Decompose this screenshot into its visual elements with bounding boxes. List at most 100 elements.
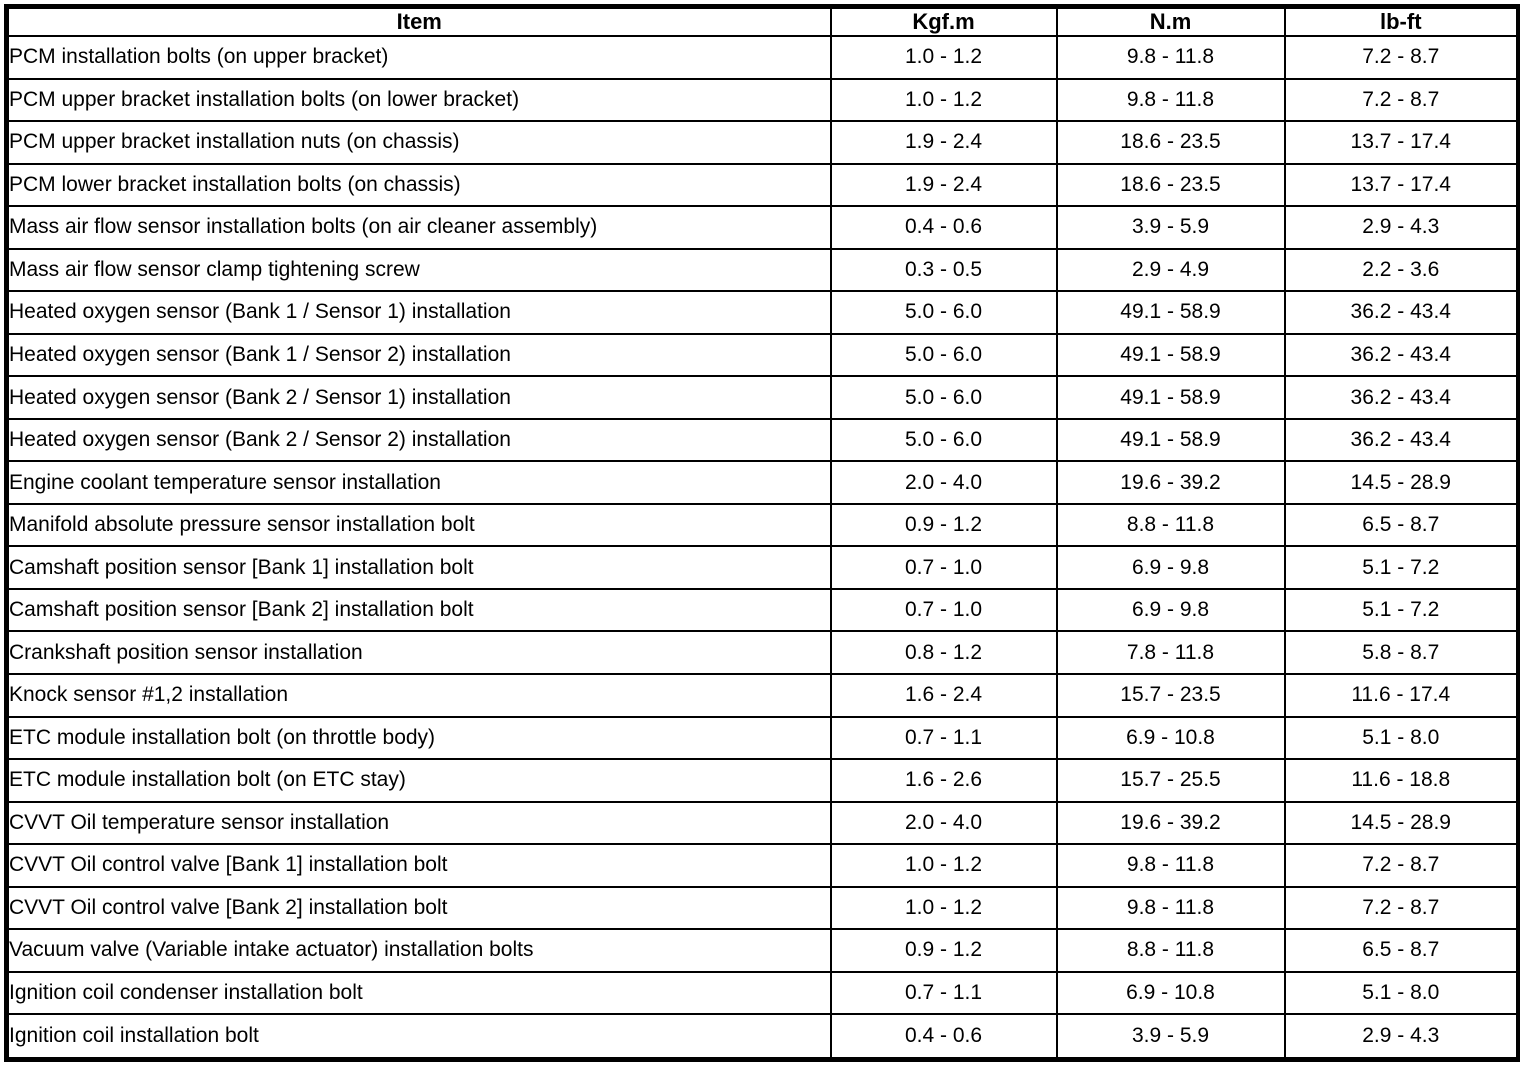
lbft-value-cell: 6.5 - 8.7 bbox=[1283, 502, 1520, 548]
lbft-value-cell: 2.2 - 3.6 bbox=[1283, 247, 1520, 293]
nm-value-cell: 7.8 - 11.8 bbox=[1055, 630, 1286, 675]
lbft-value-cell: 36.2 - 43.4 bbox=[1283, 290, 1520, 335]
lbft-value-cell: 5.1 - 7.2 bbox=[1283, 587, 1520, 633]
lbft-value-cell: 2.9 - 4.3 bbox=[1283, 205, 1520, 250]
kgfm-value-cell: 1.0 - 1.2 bbox=[829, 843, 1058, 888]
nm-value-cell: 9.8 - 11.8 bbox=[1055, 77, 1286, 123]
nm-value-cell: 6.9 - 10.8 bbox=[1055, 970, 1286, 1016]
nm-value-cell: 2.9 - 4.9 bbox=[1055, 247, 1286, 293]
kgfm-value-cell: 2.0 - 4.0 bbox=[829, 460, 1058, 505]
item-cell: Mass air flow sensor installation bolts … bbox=[5, 205, 832, 250]
table-row: PCM installation bolts (on upper bracket… bbox=[5, 35, 1520, 80]
nm-value-cell: 15.7 - 25.5 bbox=[1055, 758, 1286, 803]
kgfm-value-cell: 1.6 - 2.4 bbox=[829, 672, 1058, 718]
table-row: ETC module installation bolt (on ETC sta… bbox=[5, 758, 1520, 803]
kgfm-value-cell: 5.0 - 6.0 bbox=[829, 332, 1058, 378]
nm-value-cell: 49.1 - 58.9 bbox=[1055, 375, 1286, 420]
lbft-value-cell: 13.7 - 17.4 bbox=[1283, 162, 1520, 208]
nm-value-cell: 49.1 - 58.9 bbox=[1055, 417, 1286, 463]
lbft-value-cell: 5.1 - 7.2 bbox=[1283, 545, 1520, 590]
nm-value-cell: 15.7 - 23.5 bbox=[1055, 672, 1286, 718]
lbft-value-cell: 5.8 - 8.7 bbox=[1283, 630, 1520, 675]
item-cell: ETC module installation bolt (on throttl… bbox=[5, 715, 832, 761]
kgfm-value-cell: 0.4 - 0.6 bbox=[829, 205, 1058, 250]
kgfm-value-cell: 1.0 - 1.2 bbox=[829, 35, 1058, 80]
lbft-value-cell: 11.6 - 17.4 bbox=[1283, 672, 1520, 718]
nm-value-cell: 6.9 - 9.8 bbox=[1055, 587, 1286, 633]
table-row: PCM lower bracket installation bolts (on… bbox=[5, 162, 1520, 208]
kgfm-value-cell: 1.9 - 2.4 bbox=[829, 162, 1058, 208]
kgfm-value-cell: 5.0 - 6.0 bbox=[829, 290, 1058, 335]
kgfm-value-cell: 5.0 - 6.0 bbox=[829, 375, 1058, 420]
item-cell: CVVT Oil temperature sensor installation bbox=[5, 800, 832, 846]
nm-value-cell: 3.9 - 5.9 bbox=[1055, 205, 1286, 250]
lbft-value-cell: 7.2 - 8.7 bbox=[1283, 843, 1520, 888]
table-row: Crankshaft position sensor installation 0… bbox=[5, 630, 1520, 675]
lbft-value-cell: 7.2 - 8.7 bbox=[1283, 885, 1520, 931]
kgfm-value-cell: 1.9 - 2.4 bbox=[829, 120, 1058, 165]
item-cell: Ignition coil condenser installation bol… bbox=[5, 970, 832, 1016]
column-header-lbft: lb-ft bbox=[1283, 5, 1520, 37]
lbft-value-cell: 11.6 - 18.8 bbox=[1283, 758, 1520, 803]
kgfm-value-cell: 0.9 - 1.2 bbox=[829, 928, 1058, 973]
nm-value-cell: 9.8 - 11.8 bbox=[1055, 35, 1286, 80]
nm-value-cell: 6.9 - 9.8 bbox=[1055, 545, 1286, 590]
item-cell: Mass air flow sensor clamp tightening sc… bbox=[5, 247, 832, 293]
kgfm-value-cell: 0.7 - 1.1 bbox=[829, 715, 1058, 761]
table-row: Heated oxygen sensor (Bank 2 / Sensor 2)… bbox=[5, 417, 1520, 463]
item-cell: Manifold absolute pressure sensor instal… bbox=[5, 502, 832, 548]
table-row: Engine coolant temperature sensor instal… bbox=[5, 460, 1520, 505]
table-row: Heated oxygen sensor (Bank 2 / Sensor 1)… bbox=[5, 375, 1520, 420]
item-cell: Heated oxygen sensor (Bank 2 / Sensor 1)… bbox=[5, 375, 832, 420]
nm-value-cell: 3.9 - 5.9 bbox=[1055, 1013, 1286, 1061]
item-cell: PCM upper bracket installation bolts (on… bbox=[5, 77, 832, 123]
table-row: Ignition coil installation bolt 0.4 - 0.6… bbox=[5, 1013, 1520, 1061]
lbft-value-cell: 2.9 - 4.3 bbox=[1283, 1013, 1520, 1061]
nm-value-cell: 49.1 - 58.9 bbox=[1055, 332, 1286, 378]
item-cell: Heated oxygen sensor (Bank 1 / Sensor 1)… bbox=[5, 290, 832, 335]
kgfm-value-cell: 0.4 - 0.6 bbox=[829, 1013, 1058, 1061]
header-row: Item Kgf.m N.m lb-ft bbox=[5, 5, 1520, 37]
table-row: Camshaft position sensor [Bank 2] instal… bbox=[5, 587, 1520, 633]
table-row: PCM upper bracket installation nuts (on … bbox=[5, 120, 1520, 165]
nm-value-cell: 19.6 - 39.2 bbox=[1055, 460, 1286, 505]
table-row: Heated oxygen sensor (Bank 1 / Sensor 1)… bbox=[5, 290, 1520, 335]
item-cell: PCM installation bolts (on upper bracket… bbox=[5, 35, 832, 80]
item-cell: Heated oxygen sensor (Bank 1 / Sensor 2)… bbox=[5, 332, 832, 378]
nm-value-cell: 8.8 - 11.8 bbox=[1055, 502, 1286, 548]
item-cell: Camshaft position sensor [Bank 2] instal… bbox=[5, 587, 832, 633]
item-cell: PCM lower bracket installation bolts (on… bbox=[5, 162, 832, 208]
table-row: Camshaft position sensor [Bank 1] instal… bbox=[5, 545, 1520, 590]
item-cell: CVVT Oil control valve [Bank 1] installa… bbox=[5, 843, 832, 888]
nm-value-cell: 6.9 - 10.8 bbox=[1055, 715, 1286, 761]
item-cell: CVVT Oil control valve [Bank 2] installa… bbox=[5, 885, 832, 931]
item-cell: ETC module installation bolt (on ETC sta… bbox=[5, 758, 832, 803]
kgfm-value-cell: 1.0 - 1.2 bbox=[829, 77, 1058, 123]
lbft-value-cell: 5.1 - 8.0 bbox=[1283, 715, 1520, 761]
item-cell: Camshaft position sensor [Bank 1] instal… bbox=[5, 545, 832, 590]
kgfm-value-cell: 0.7 - 1.1 bbox=[829, 970, 1058, 1016]
item-cell: Engine coolant temperature sensor instal… bbox=[5, 460, 832, 505]
nm-value-cell: 18.6 - 23.5 bbox=[1055, 120, 1286, 165]
table-row: Heated oxygen sensor (Bank 1 / Sensor 2)… bbox=[5, 332, 1520, 378]
table-row: Ignition coil condenser installation bol… bbox=[5, 970, 1520, 1016]
item-cell: Ignition coil installation bolt bbox=[5, 1013, 832, 1061]
kgfm-value-cell: 1.0 - 1.2 bbox=[829, 885, 1058, 931]
torque-spec-table: Item Kgf.m N.m lb-ft PCM installation bolts… bbox=[4, 4, 1520, 1062]
lbft-value-cell: 36.2 - 43.4 bbox=[1283, 332, 1520, 378]
nm-value-cell: 49.1 - 58.9 bbox=[1055, 290, 1286, 335]
kgfm-value-cell: 0.8 - 1.2 bbox=[829, 630, 1058, 675]
lbft-value-cell: 7.2 - 8.7 bbox=[1283, 35, 1520, 80]
kgfm-value-cell: 0.3 - 0.5 bbox=[829, 247, 1058, 293]
nm-value-cell: 18.6 - 23.5 bbox=[1055, 162, 1286, 208]
table-row: Mass air flow sensor installation bolts … bbox=[5, 205, 1520, 250]
lbft-value-cell: 13.7 - 17.4 bbox=[1283, 120, 1520, 165]
table-row: Mass air flow sensor clamp tightening sc… bbox=[5, 247, 1520, 293]
table-row: ETC module installation bolt (on throttl… bbox=[5, 715, 1520, 761]
table-row: Knock sensor #1,2 installation 1.6 - 2.4 1… bbox=[5, 672, 1520, 718]
column-header-kgfm: Kgf.m bbox=[829, 5, 1058, 37]
lbft-value-cell: 7.2 - 8.7 bbox=[1283, 77, 1520, 123]
kgfm-value-cell: 1.6 - 2.6 bbox=[829, 758, 1058, 803]
nm-value-cell: 9.8 - 11.8 bbox=[1055, 885, 1286, 931]
item-cell: Vacuum valve (Variable intake actuator) … bbox=[5, 928, 832, 973]
